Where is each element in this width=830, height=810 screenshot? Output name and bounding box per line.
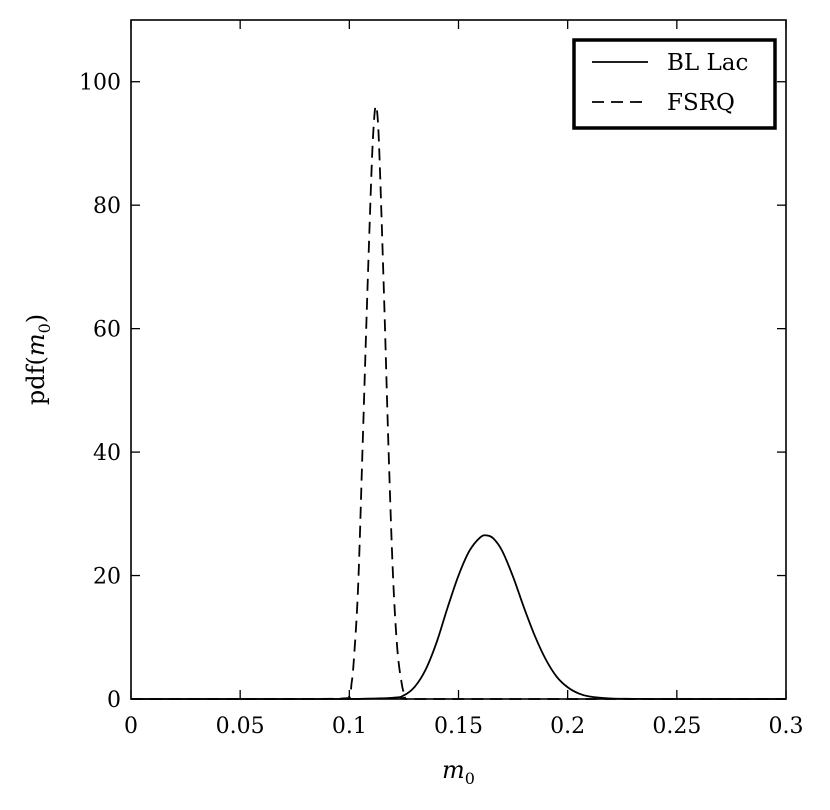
y-tick-label: 20 (93, 565, 121, 590)
x-tick-label: 0.1 (332, 714, 367, 739)
x-tick-label: 0.25 (652, 714, 701, 739)
y-tick-label: 100 (79, 71, 121, 96)
y-axis-label: pdf(m0) (22, 314, 54, 405)
x-axis-label: m0 (442, 756, 475, 788)
y-axis-label-sub: 0 (35, 323, 54, 333)
y-axis-label-suffix: ) (22, 314, 50, 323)
y-axis-label-var: m (22, 333, 50, 356)
x-tick-label: 0.05 (216, 714, 265, 739)
series-line-bl-lac (131, 534, 786, 700)
x-axis-label-var: m (442, 756, 465, 784)
y-tick-label: 60 (93, 318, 121, 343)
y-tick-label: 40 (93, 441, 121, 466)
y-axis-label-prefix: pdf( (22, 356, 50, 405)
legend: BL Lac FSRQ (572, 38, 777, 130)
x-tick-label: 0.2 (550, 714, 585, 739)
x-axis-label-sub: 0 (465, 769, 475, 788)
legend-label-bl-lac: BL Lac (667, 50, 748, 76)
plot-lines (131, 105, 786, 700)
series-line-fsrq (131, 105, 786, 700)
legend-label-fsrq: FSRQ (667, 90, 735, 116)
axis-ticks (130, 20, 787, 700)
y-tick-label: 0 (107, 688, 121, 713)
x-tick-label: 0 (124, 714, 138, 739)
x-tick-label: 0.3 (769, 714, 804, 739)
legend-box (572, 38, 777, 130)
y-tick-label: 80 (93, 194, 121, 219)
tick-labels: 0 0.05 0.1 0.15 0.2 0.25 0.3 0 20 40 60 80 100 (79, 71, 804, 739)
x-tick-label: 0.15 (434, 714, 483, 739)
